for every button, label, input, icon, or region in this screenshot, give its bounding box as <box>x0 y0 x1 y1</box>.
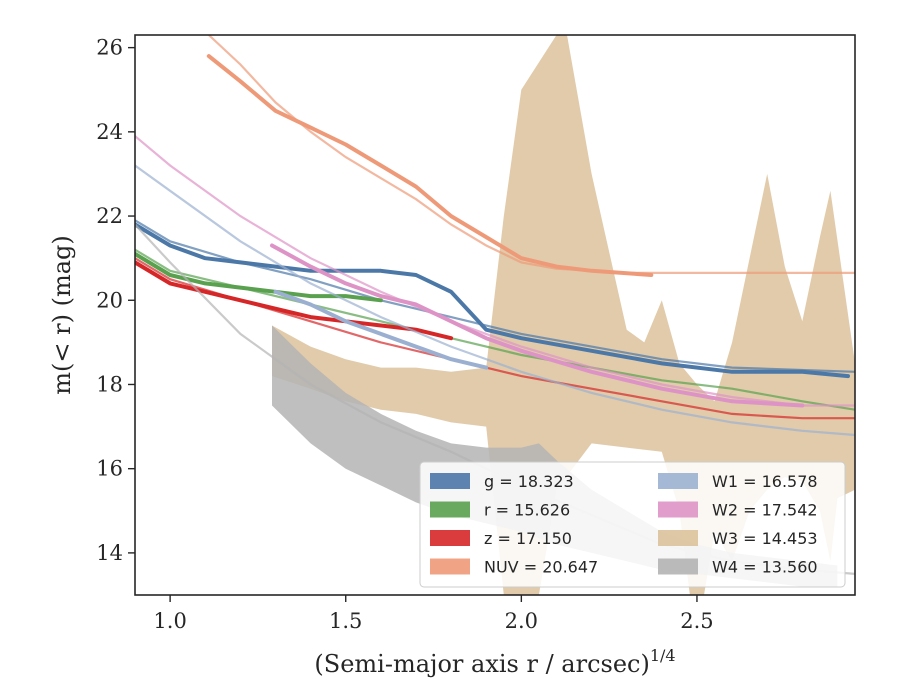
legend-label-w3: W3 = 14.453 <box>712 529 818 548</box>
legend-swatch-w4 <box>658 558 698 575</box>
legend-label-w2: W2 = 17.542 <box>712 501 818 520</box>
series-nuv-model-line <box>208 35 855 274</box>
plot-frame <box>134 34 856 596</box>
series-w3-band <box>272 35 855 595</box>
y-axis-title: m(< r) (mag) <box>48 235 76 394</box>
legend-swatch-z <box>430 530 470 546</box>
legend-label-w4: W4 = 13.560 <box>712 558 818 577</box>
x-axis-title-text: (Semi-major axis r / arcsec) <box>314 650 649 678</box>
legend-frame <box>419 461 846 588</box>
series-z-line <box>135 260 454 341</box>
legend-swatch-w2 <box>658 501 698 518</box>
y-tick-label: 16 <box>96 457 123 481</box>
x-axis: 1.0 1.5 2.0 2.5 <box>153 595 714 633</box>
x-tick-label: 2.0 <box>505 609 538 633</box>
legend-swatch-g <box>430 473 470 489</box>
legend-swatch-nuv <box>430 558 470 575</box>
y-tick-label: 22 <box>96 204 123 228</box>
legend-swatch-w3 <box>658 530 698 546</box>
legend-label-r: r = 15.626 <box>484 501 570 520</box>
legend-label-w1: W1 = 16.578 <box>712 472 818 491</box>
series-g-model-line <box>135 219 855 373</box>
series-nuv-line <box>206 54 654 277</box>
y-tick-label: 26 <box>96 36 123 60</box>
y-axis: 14 16 18 20 22 24 26 <box>96 36 135 565</box>
series-w1-model-line <box>135 164 855 437</box>
y-tick-label: 20 <box>96 288 123 312</box>
series-w1-line <box>273 289 489 370</box>
legend: g = 18.323 r = 15.626 z = 17.150 NUV = 20.6… <box>419 461 846 588</box>
series-w2-model-line <box>135 135 855 407</box>
series-g-line <box>135 222 850 379</box>
legend-swatch-r <box>430 501 470 518</box>
series-w2-line <box>270 243 805 408</box>
legend-label-nuv: NUV = 20.647 <box>484 558 598 577</box>
legend-label-z: z = 17.150 <box>484 529 572 548</box>
y-tick-label: 14 <box>96 541 123 565</box>
x-axis-title: (Semi-major axis r / arcsec)1/4 <box>314 646 675 678</box>
x-tick-label: 2.5 <box>680 609 713 633</box>
x-axis-title-superscript: 1/4 <box>650 646 676 665</box>
x-tick-label: 1.5 <box>329 609 362 633</box>
legend-swatch-w1 <box>658 473 698 489</box>
legend-label-g: g = 18.323 <box>484 472 574 491</box>
series-r-line <box>135 251 383 303</box>
y-tick-label: 24 <box>96 120 123 144</box>
y-tick-label: 18 <box>96 372 123 396</box>
x-tick-label: 1.0 <box>153 609 186 633</box>
